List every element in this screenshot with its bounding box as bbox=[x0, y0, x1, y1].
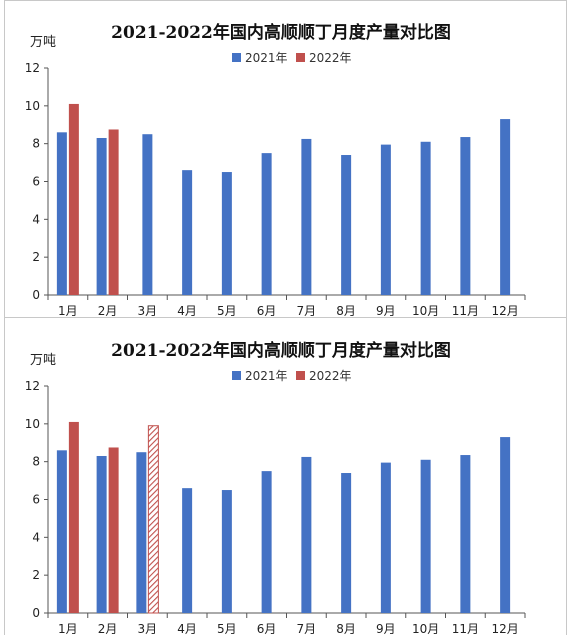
x-tick-label: 11月 bbox=[452, 304, 479, 318]
x-tick-label: 8月 bbox=[336, 622, 356, 635]
y-tick-label: 8 bbox=[32, 455, 40, 469]
x-tick-label: 11月 bbox=[452, 622, 479, 635]
bar-2022-2 bbox=[108, 129, 119, 295]
bar-2021-10 bbox=[420, 141, 431, 295]
bar-2021-3 bbox=[136, 452, 147, 613]
y-tick-label: 10 bbox=[25, 99, 40, 113]
legend-label-1: 2022年 bbox=[309, 51, 352, 65]
y-tick-label: 0 bbox=[32, 606, 40, 620]
bar-2021-4 bbox=[182, 488, 193, 613]
x-tick-label: 6月 bbox=[257, 622, 277, 635]
bar-2021-6 bbox=[261, 153, 272, 295]
x-tick-label: 10月 bbox=[412, 622, 439, 635]
y-tick-label: 0 bbox=[32, 288, 40, 302]
y-tick-label: 4 bbox=[32, 212, 40, 226]
x-tick-label: 1月 bbox=[58, 622, 78, 635]
legend-swatch-0 bbox=[232, 53, 241, 62]
x-tick-label: 3月 bbox=[138, 622, 158, 635]
chart-title: 2021-2022年国内高顺顺丁月度产量对比图 bbox=[111, 22, 451, 43]
chart-frame bbox=[4, 0, 567, 318]
x-tick-label: 9月 bbox=[376, 304, 396, 318]
x-tick-label: 2月 bbox=[98, 622, 118, 635]
legend-swatch-1 bbox=[296, 371, 305, 380]
y-tick-label: 10 bbox=[25, 417, 40, 431]
bar-2021-5 bbox=[221, 172, 232, 295]
bar-2021-1 bbox=[56, 132, 67, 295]
bar-2021-2 bbox=[96, 455, 107, 613]
x-tick-label: 6月 bbox=[257, 304, 277, 318]
x-tick-label: 4月 bbox=[177, 622, 197, 635]
legend-label-0: 2021年 bbox=[245, 369, 288, 383]
bar-2021-8 bbox=[341, 473, 352, 613]
y-unit-label: 万吨 bbox=[30, 35, 56, 50]
x-tick-label: 2月 bbox=[98, 304, 118, 318]
chart-panel-bottom: 2021-2022年国内高顺顺丁月度产量对比图万吨 2021年 2022年 0 2 4 6 8… bbox=[0, 318, 587, 635]
x-tick-label: 5月 bbox=[217, 304, 237, 318]
x-tick-label: 8月 bbox=[336, 304, 356, 318]
y-tick-label: 2 bbox=[32, 250, 40, 264]
bar-2021-9 bbox=[380, 144, 391, 295]
bar-2021-11 bbox=[460, 455, 471, 613]
bar-2021-12 bbox=[500, 119, 511, 295]
y-tick-label: 2 bbox=[32, 568, 40, 582]
y-tick-label: 6 bbox=[32, 175, 40, 189]
bar-2021-7 bbox=[301, 138, 312, 295]
bar-2021-12 bbox=[500, 437, 511, 613]
legend-label-0: 2021年 bbox=[245, 51, 288, 65]
x-tick-label: 1月 bbox=[58, 304, 78, 318]
x-tick-label: 9月 bbox=[376, 622, 396, 635]
y-tick-label: 12 bbox=[25, 379, 40, 393]
y-tick-label: 12 bbox=[25, 61, 40, 75]
x-tick-label: 3月 bbox=[138, 304, 158, 318]
y-tick-label: 4 bbox=[32, 530, 40, 544]
bar-2021-2 bbox=[96, 137, 107, 295]
legend-swatch-0 bbox=[232, 371, 241, 380]
x-tick-label: 7月 bbox=[297, 622, 317, 635]
chart-panel-top: 2021-2022年国内高顺顺丁月度产量对比图万吨 2021年 2022年 0 2 4 6 8… bbox=[4, 0, 567, 318]
bar-2021-10 bbox=[420, 459, 431, 613]
x-tick-label: 4月 bbox=[177, 304, 197, 318]
x-tick-label: 12月 bbox=[491, 622, 518, 635]
bar-2022-1 bbox=[68, 103, 79, 295]
bar-2021-3 bbox=[142, 134, 153, 295]
legend-label-1: 2022年 bbox=[309, 369, 352, 383]
y-unit-label: 万吨 bbox=[30, 353, 56, 368]
chart-frame bbox=[4, 318, 567, 635]
bar-2022-1 bbox=[68, 421, 79, 613]
bar-2022-3 bbox=[147, 425, 159, 614]
y-tick-label: 8 bbox=[32, 137, 40, 151]
bar-2021-8 bbox=[341, 155, 352, 295]
x-tick-label: 7月 bbox=[297, 304, 317, 318]
bar-2021-9 bbox=[380, 462, 391, 613]
bar-2021-7 bbox=[301, 456, 312, 613]
bar-2021-5 bbox=[221, 490, 232, 613]
chart-title: 2021-2022年国内高顺顺丁月度产量对比图 bbox=[111, 340, 451, 361]
legend-swatch-1 bbox=[296, 53, 305, 62]
x-tick-label: 12月 bbox=[491, 304, 518, 318]
bar-2022-2 bbox=[108, 447, 119, 613]
x-tick-label: 5月 bbox=[217, 622, 237, 635]
bar-2021-4 bbox=[182, 170, 193, 295]
x-tick-label: 10月 bbox=[412, 304, 439, 318]
bar-2021-6 bbox=[261, 471, 272, 613]
y-tick-label: 6 bbox=[32, 493, 40, 507]
bar-2021-1 bbox=[56, 450, 67, 613]
bar-2021-11 bbox=[460, 137, 471, 295]
